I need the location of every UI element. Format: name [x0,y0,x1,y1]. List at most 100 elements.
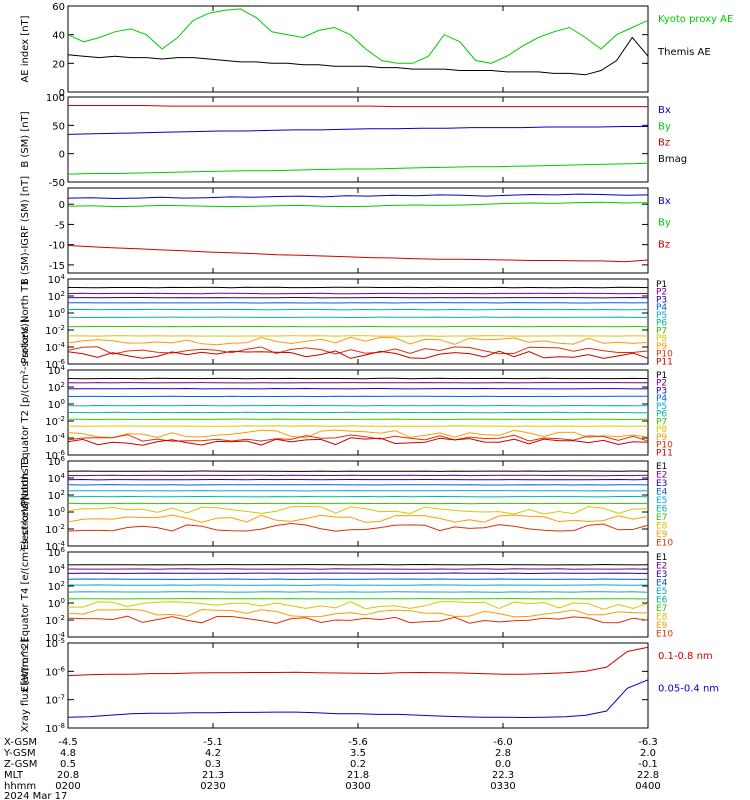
channel-label: P5 [656,402,667,412]
panel-7: 10-4 10-2 100 102 104 106 Electrons Equator T4… [20,497,673,692]
y-axis-label: Protons Equator T2 [p/(cm²-s-sr-keV)] [20,319,31,506]
y-tick-label: 100 [48,398,65,411]
y-tick-label: 10-2 [45,523,65,536]
y-axis-label: Protons North T1 [20,279,31,363]
panel-6: 10-4 10-2 100 102 104 106 Electrons North T3 E1… [20,455,673,553]
channel-label: P4 [656,303,667,313]
channel-label: P7 [656,326,667,336]
channel-label: E5 [656,496,667,506]
axis-row-value: -5.1 [203,737,223,748]
axis-row-value: 0.2 [350,759,366,770]
axis-row-value: 21.3 [202,770,224,781]
panel-1: 0 20 40 60 AE index [nT] Kyoto proxy AE Themis… [20,2,733,99]
channel-label: P8 [656,425,667,435]
y-tick-label: 10-4 [45,341,65,354]
y-tick-label: 102 [48,381,65,394]
y-tick-label: 106 [48,455,66,468]
y-tick-label: -5 [55,220,65,231]
channel-label: E4 [656,488,668,498]
channel-label: E6 [656,596,668,606]
legend-label: By [658,218,671,229]
y-tick-label: 0 [59,200,65,211]
y-tick-label: 10-6 [45,665,65,678]
y-tick-label: -10 [49,241,65,252]
axis-row-value: 22.8 [637,770,659,781]
channel-label: P5 [656,311,667,321]
legend-label: Bx [658,105,671,116]
y-tick-label: 0 [59,150,65,161]
series-line [68,105,648,108]
axis-row-value: 0400 [635,781,660,792]
legend-label: Kyoto proxy AE [658,14,733,25]
y-tick-label: -50 [49,178,65,189]
plot-area [68,8,648,76]
series-line [68,126,648,135]
axis-row-label: Y-GSM [3,748,36,759]
axis-row-value: 0300 [345,781,370,792]
axis-row-value: -5.6 [348,737,368,748]
axis-row-label: X-GSM [4,737,37,748]
channel-label: E5 [656,587,667,597]
channel-label: P1 [656,280,667,290]
plot-area [68,377,648,446]
panel-8: 10-8 10-7 10-6 10-5 Xray flux [W/m^2] 0.1-0.8… [20,637,719,735]
axis-row-label: hhmm [4,781,36,792]
axis-row-value: 0.3 [205,759,221,770]
channel-line [68,608,648,618]
channel-label: E3 [656,479,667,489]
channel-label: P4 [656,394,667,404]
channel-line [68,335,648,337]
plot-area [68,646,648,719]
channel-line [68,522,648,532]
channel-line [68,584,648,586]
channel-label: E9 [656,621,668,631]
channel-line [68,601,648,610]
y-tick-label: 10-7 [45,694,65,707]
channel-label: E9 [656,530,668,540]
series-line [68,193,648,200]
channel-label: E4 [656,579,668,589]
y-tick-label: 100 [48,597,65,610]
axis-row-value: -6.0 [493,737,513,748]
channel-line [68,346,648,355]
axis-row-value: 2.8 [495,748,511,759]
channel-label: P10 [656,441,673,451]
channel-label: E8 [656,522,668,532]
y-tick-label: 50 [52,121,65,132]
channel-line [68,505,648,515]
channel-label: P1 [656,371,667,381]
y-tick-label: 102 [48,580,65,593]
channel-label: E6 [656,505,668,515]
y-tick-label: 104 [48,563,66,576]
axis-row-value: 3.5 [350,748,366,759]
series-line [68,245,648,263]
axis-row-value: 0.5 [60,759,76,770]
channel-line [68,429,648,439]
legend-label: Themis AE [657,47,711,58]
channel-line [68,434,648,442]
y-tick-label: 60 [52,2,65,13]
channel-line [68,336,648,346]
axis-row-label: Z-GSM [4,759,37,770]
series-line [68,8,648,64]
series-line [68,162,648,175]
y-tick-label: 100 [48,506,65,519]
y-tick-label: 100 [46,93,65,104]
channel-line [68,514,648,523]
plot-area [68,286,648,359]
axis-row-value: 22.3 [492,770,514,781]
channel-line [68,437,648,446]
axis-row-value: 0.0 [495,759,511,770]
axis-row-value: -4.5 [58,737,78,748]
channel-label: E10 [656,539,673,549]
y-tick-label: 104 [48,273,66,286]
channel-label: E2 [656,471,667,481]
y-tick-label: 102 [48,290,65,303]
axis-row-value: 0200 [55,781,80,792]
series-line [68,679,648,719]
axis-row-value: 20.8 [57,770,79,781]
channel-label: E1 [656,553,667,563]
channel-label: E3 [656,570,667,580]
